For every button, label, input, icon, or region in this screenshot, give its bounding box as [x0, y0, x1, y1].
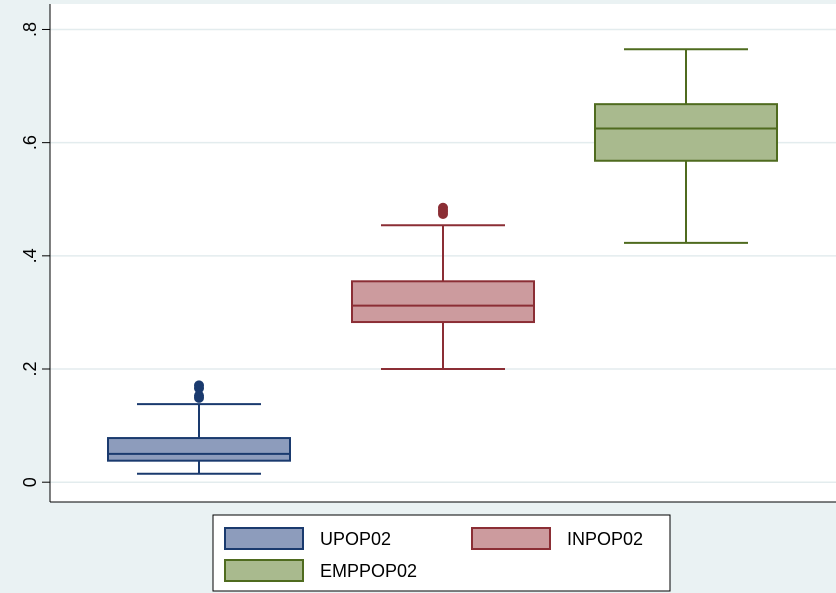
y-tick-label: .4: [20, 248, 40, 263]
box-emppop02: [594, 48, 778, 244]
box-iqr: [351, 280, 535, 324]
legend-swatch-upop02: [224, 527, 304, 550]
box-iqr: [594, 103, 778, 162]
outlier-point: [194, 380, 204, 391]
y-tick-label: .2: [20, 362, 40, 377]
y-axis-ticks: 0 .2 .4 .6 .8: [20, 22, 50, 487]
y-tick-label: 0: [20, 477, 40, 487]
box-iqr: [107, 437, 291, 462]
legend-swatch-inpop02: [471, 527, 551, 550]
legend-label-emppop02: EMPPOP02: [320, 561, 417, 581]
boxes: [107, 48, 778, 475]
legend: UPOP02 INPOP02 EMPPOP02: [212, 514, 671, 592]
outlier-point: [438, 202, 448, 213]
legend-swatch-emppop02: [224, 559, 304, 582]
legend-label-upop02: UPOP02: [320, 529, 391, 549]
y-tick-label: .6: [20, 135, 40, 150]
outlier-point: [194, 390, 204, 401]
legend-label-inpop02: INPOP02: [567, 529, 643, 549]
box-upop02: [107, 380, 291, 475]
box-inpop02: [351, 202, 535, 371]
y-tick-label: .8: [20, 22, 40, 37]
